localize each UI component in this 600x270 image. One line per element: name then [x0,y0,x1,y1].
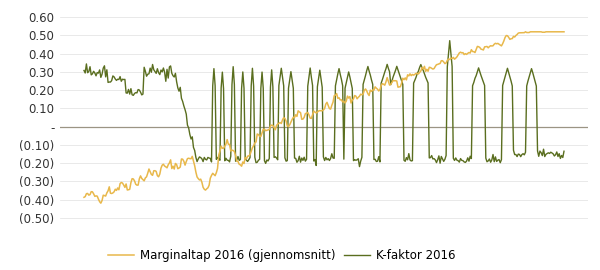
Marginaltap 2016 (gjennomsnitt) [428,67,435,70]
Marginaltap 2016 (gjennomsnitt) [272,128,279,131]
Marginaltap 2016 (gjennomsnitt) [139,178,146,181]
Marginaltap 2016 (gjennomsnitt) [97,201,104,205]
K-faktor 2016 [237,158,244,161]
Marginaltap 2016 (gjennomsnitt) [522,30,529,33]
K-faktor 2016 [560,150,568,153]
K-faktor 2016 [138,93,145,96]
Marginaltap 2016 (gjennomsnitt) [430,67,437,70]
K-faktor 2016 [271,156,278,159]
K-faktor 2016 [383,63,391,66]
Marginaltap 2016 (gjennomsnitt) [80,196,88,199]
Line: K-faktor 2016: K-faktor 2016 [84,41,564,167]
Marginaltap 2016 (gjennomsnitt) [560,30,568,33]
Line: Marginaltap 2016 (gjennomsnitt): Marginaltap 2016 (gjennomsnitt) [84,32,564,203]
K-faktor 2016 [356,165,363,168]
Legend: Marginaltap 2016 (gjennomsnitt), K-faktor 2016: Marginaltap 2016 (gjennomsnitt), K-fakto… [103,244,461,267]
K-faktor 2016 [446,39,454,42]
K-faktor 2016 [430,157,437,160]
K-faktor 2016 [428,154,435,157]
Marginaltap 2016 (gjennomsnitt) [383,76,391,79]
K-faktor 2016 [80,69,88,72]
Marginaltap 2016 (gjennomsnitt) [238,165,245,168]
